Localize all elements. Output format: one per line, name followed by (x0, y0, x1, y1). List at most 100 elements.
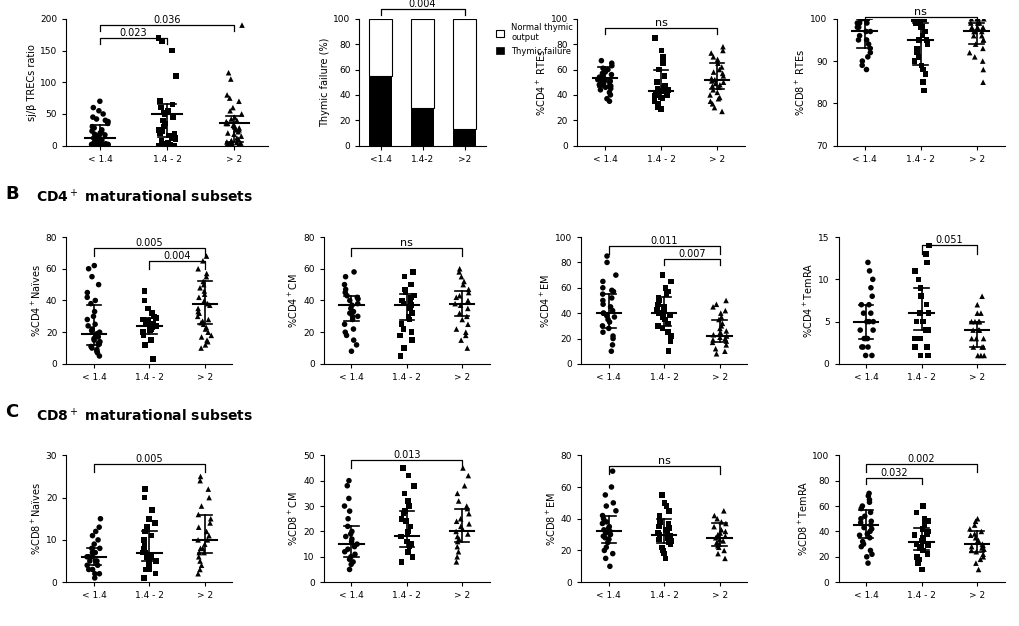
Point (190, 264, 206, 274)
Point (146, 319, 162, 329)
Point (84, 272, 100, 282)
Point (654, 312, 671, 322)
Point (89, 556, 105, 566)
Point (704, 330, 720, 340)
Point (137, 539, 153, 549)
Point (195, 277, 211, 287)
Point (973, 539, 989, 549)
Point (164, 133, 180, 143)
Point (714, 71, 731, 81)
Point (908, 48, 924, 58)
Point (653, 490, 669, 500)
Point (218, 137, 234, 147)
Bar (369, 19, 391, 76)
Point (198, 272, 214, 282)
Point (908, 317, 924, 327)
Point (151, 125, 167, 135)
Point (653, 46, 669, 56)
Y-axis label: %CD8$^+$ RTEs: %CD8$^+$ RTEs (794, 49, 807, 116)
Point (460, 471, 476, 481)
Point (715, 545, 732, 555)
Point (91, 280, 107, 290)
Point (199, 535, 215, 545)
Point (966, 533, 982, 543)
Bar (411, 19, 434, 108)
Point (92, 337, 108, 347)
Point (964, 325, 980, 335)
Point (203, 514, 219, 524)
Y-axis label: %CD4$^+$TemRA: %CD4$^+$TemRA (801, 263, 814, 338)
Point (94, 125, 110, 135)
Point (856, 511, 872, 521)
Point (452, 514, 469, 524)
Point (460, 287, 476, 297)
Y-axis label: Thymic failure (%): Thymic failure (%) (320, 38, 330, 127)
Point (849, 23, 865, 33)
Point (974, 342, 990, 352)
Point (91, 338, 107, 348)
Point (392, 319, 409, 329)
Point (912, 291, 928, 301)
Point (852, 541, 868, 552)
Point (84, 140, 100, 150)
Point (920, 240, 936, 250)
Point (447, 526, 464, 536)
Point (393, 295, 410, 305)
Point (658, 533, 675, 543)
Point (142, 326, 158, 336)
Point (594, 289, 610, 299)
Point (202, 300, 218, 310)
Point (166, 141, 182, 151)
Point (88, 133, 104, 143)
Point (701, 90, 717, 100)
Point (155, 108, 171, 118)
Point (717, 518, 734, 528)
Point (451, 308, 468, 318)
Point (152, 128, 168, 138)
Point (650, 514, 666, 524)
Point (710, 82, 727, 92)
Point (200, 484, 216, 494)
Point (156, 121, 172, 131)
Point (968, 536, 984, 546)
Point (850, 23, 866, 33)
Point (907, 14, 923, 24)
Y-axis label: %CD4$^+$ RTEs: %CD4$^+$ RTEs (534, 49, 547, 116)
Point (662, 536, 679, 546)
Point (906, 342, 922, 352)
Point (338, 290, 355, 300)
Point (218, 118, 234, 128)
Point (344, 314, 361, 324)
Point (648, 304, 664, 314)
Point (97, 115, 113, 125)
Y-axis label: sj/β TRECs ratio: sj/β TRECs ratio (28, 44, 38, 121)
Point (855, 539, 871, 549)
Point (906, 530, 922, 540)
Point (82, 556, 98, 566)
Point (230, 125, 247, 135)
Point (917, 35, 933, 45)
Point (202, 518, 218, 528)
Point (962, 18, 978, 28)
Point (649, 299, 665, 309)
Point (860, 497, 876, 507)
Point (974, 77, 990, 87)
Point (100, 141, 116, 151)
Point (596, 545, 612, 555)
Point (87, 138, 103, 148)
Point (596, 490, 612, 500)
Point (656, 81, 673, 91)
Point (604, 287, 621, 297)
Point (448, 541, 465, 552)
Point (969, 565, 985, 575)
Point (448, 552, 465, 562)
Point (224, 103, 240, 113)
Point (156, 109, 172, 119)
Point (89, 346, 105, 356)
Point (84, 126, 100, 136)
Point (344, 557, 361, 567)
Point (136, 543, 152, 553)
Point (600, 88, 616, 98)
Point (709, 541, 726, 551)
Point (595, 308, 611, 318)
